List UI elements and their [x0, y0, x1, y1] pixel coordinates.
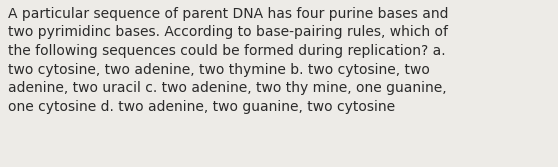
Text: A particular sequence of parent DNA has four purine bases and
two pyrimidinc bas: A particular sequence of parent DNA has … — [8, 7, 449, 114]
